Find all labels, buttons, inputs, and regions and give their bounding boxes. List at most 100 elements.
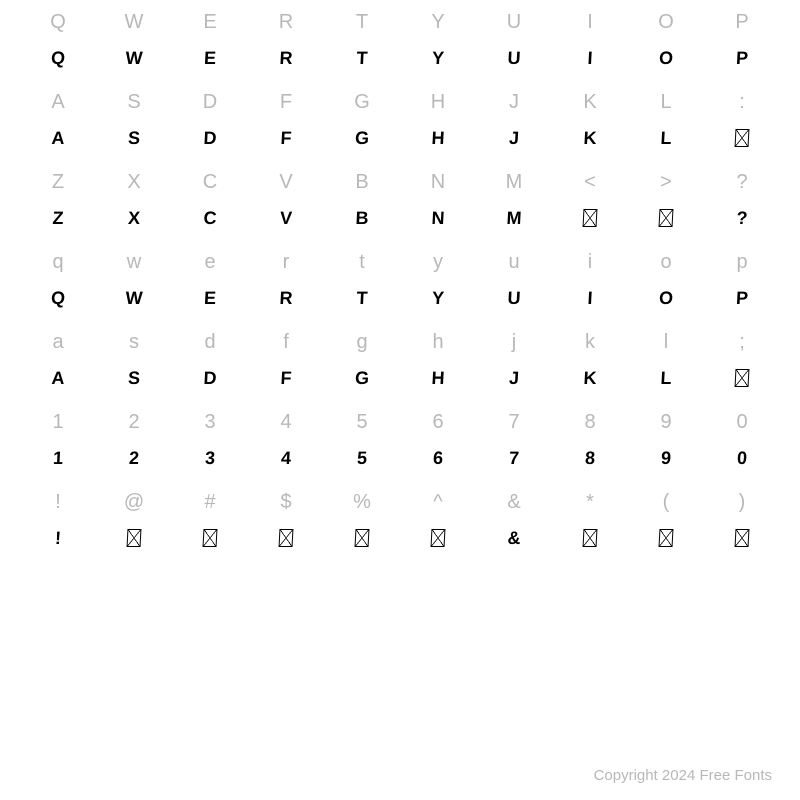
- reference-cell: 2: [96, 411, 172, 434]
- reference-cell: O: [628, 11, 704, 34]
- reference-cell: H: [400, 91, 476, 114]
- glyph-cell: T: [323, 288, 400, 309]
- glyph-cell: Z: [19, 208, 96, 229]
- missing-glyph-icon: [583, 209, 598, 227]
- reference-cell: 6: [400, 411, 476, 434]
- glyph-cell: L: [627, 128, 704, 149]
- reference-cell: 4: [248, 411, 324, 434]
- reference-cell: V: [248, 171, 324, 194]
- glyph-cell: R: [247, 288, 324, 309]
- reference-cell: o: [628, 251, 704, 274]
- reference-cell: i: [552, 251, 628, 274]
- reference-cell: N: [400, 171, 476, 194]
- reference-cell: ^: [400, 491, 476, 514]
- reference-cell: 9: [628, 411, 704, 434]
- glyph-row: ASDFGHJKL: [20, 126, 780, 150]
- glyph-cell: D: [171, 128, 248, 149]
- glyph-row: QWERTYUIOP: [20, 286, 780, 310]
- reference-row: ZXCVBNM<>?: [20, 170, 780, 194]
- missing-glyph-icon: [659, 209, 674, 227]
- reference-cell: :: [704, 91, 780, 114]
- glyph-cell: 7: [475, 448, 552, 469]
- glyph-cell: H: [399, 368, 476, 389]
- glyph-cell: 4: [247, 448, 324, 469]
- row-pair: 12345678901234567890: [20, 410, 780, 470]
- reference-cell: Z: [20, 171, 96, 194]
- glyph-cell: N: [399, 208, 476, 229]
- glyph-cell: D: [171, 368, 248, 389]
- row-pair: qwertyuiop QWERTYUIOP: [20, 250, 780, 310]
- glyph-cell: W: [95, 48, 172, 69]
- missing-glyph-icon: [735, 129, 750, 147]
- reference-cell: A: [20, 91, 96, 114]
- missing-glyph-icon: [431, 529, 446, 547]
- glyph-cell: P: [703, 288, 780, 309]
- reference-cell: g: [324, 331, 400, 354]
- reference-cell: e: [172, 251, 248, 274]
- glyph-row: !&: [20, 526, 780, 550]
- glyph-cell: L: [627, 368, 704, 389]
- reference-cell: T: [324, 11, 400, 34]
- glyph-cell: [324, 529, 401, 547]
- reference-cell: <: [552, 171, 628, 194]
- row-pair: ASDFGHJKL: ASDFGHJKL: [20, 90, 780, 150]
- reference-cell: D: [172, 91, 248, 114]
- reference-cell: a: [20, 331, 96, 354]
- row-pair: ZXCVBNM<>?ZXCVBNM?: [20, 170, 780, 230]
- glyph-cell: Q: [19, 48, 96, 69]
- glyph-cell: Q: [19, 288, 96, 309]
- reference-row: ASDFGHJKL:: [20, 90, 780, 114]
- reference-cell: y: [400, 251, 476, 274]
- glyph-cell: M: [475, 208, 552, 229]
- missing-glyph-icon: [355, 529, 370, 547]
- glyph-cell: [248, 529, 325, 547]
- glyph-cell: Y: [399, 288, 476, 309]
- reference-cell: #: [172, 491, 248, 514]
- glyph-cell: O: [627, 288, 704, 309]
- character-map-grid: QWERTYUIOPQWERTYUIOPASDFGHJKL:ASDFGHJKLZ…: [0, 0, 800, 550]
- glyph-cell: G: [323, 128, 400, 149]
- glyph-cell: V: [247, 208, 324, 229]
- reference-cell: F: [248, 91, 324, 114]
- glyph-cell: T: [323, 48, 400, 69]
- reference-cell: 3: [172, 411, 248, 434]
- reference-cell: B: [324, 171, 400, 194]
- glyph-row: ASDFGHJKL: [20, 366, 780, 390]
- glyph-cell: [704, 529, 781, 547]
- reference-cell: Y: [400, 11, 476, 34]
- reference-cell: h: [400, 331, 476, 354]
- reference-cell: I: [552, 11, 628, 34]
- glyph-cell: J: [475, 128, 552, 149]
- row-pair: asdfghjkl;ASDFGHJKL: [20, 330, 780, 390]
- reference-cell: $: [248, 491, 324, 514]
- glyph-cell: !: [19, 528, 96, 549]
- reference-cell: q: [20, 251, 96, 274]
- glyph-cell: E: [171, 288, 248, 309]
- glyph-cell: 9: [627, 448, 704, 469]
- reference-cell: j: [476, 331, 552, 354]
- reference-cell: l: [628, 331, 704, 354]
- glyph-cell: [704, 369, 781, 387]
- glyph-cell: S: [95, 128, 172, 149]
- missing-glyph-icon: [735, 369, 750, 387]
- missing-glyph-icon: [583, 529, 598, 547]
- reference-cell: 0: [704, 411, 780, 434]
- missing-glyph-icon: [735, 529, 750, 547]
- reference-cell: G: [324, 91, 400, 114]
- glyph-cell: I: [551, 288, 628, 309]
- glyph-cell: H: [399, 128, 476, 149]
- glyph-cell: A: [19, 368, 96, 389]
- row-pair: QWERTYUIOPQWERTYUIOP: [20, 10, 780, 70]
- reference-cell: M: [476, 171, 552, 194]
- glyph-cell: F: [247, 128, 324, 149]
- reference-cell: R: [248, 11, 324, 34]
- reference-cell: r: [248, 251, 324, 274]
- reference-row: qwertyuiop: [20, 250, 780, 274]
- glyph-cell: S: [95, 368, 172, 389]
- copyright-text: Copyright 2024 Free Fonts: [594, 767, 772, 784]
- reference-cell: t: [324, 251, 400, 274]
- missing-glyph-icon: [127, 529, 142, 547]
- glyph-cell: C: [171, 208, 248, 229]
- glyph-cell: K: [551, 368, 628, 389]
- reference-cell: 8: [552, 411, 628, 434]
